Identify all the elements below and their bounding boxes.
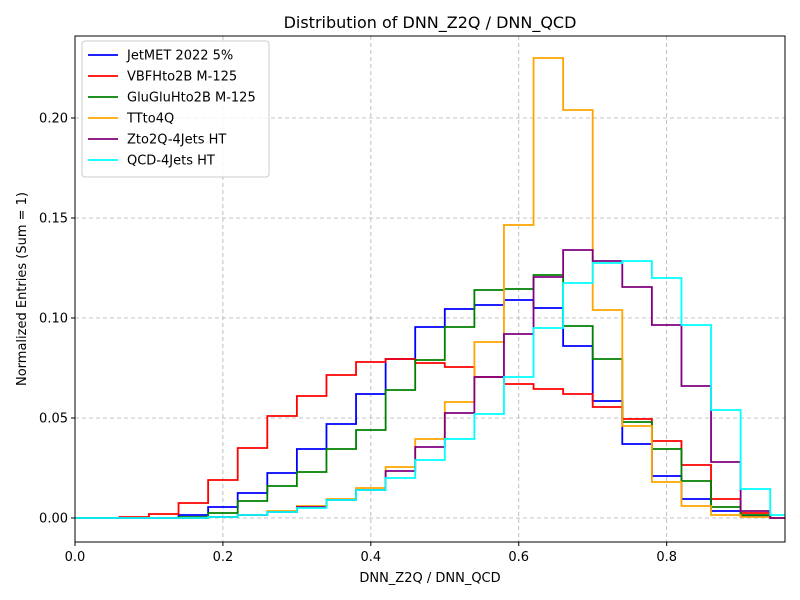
- axis-ticks: 0.0 0.2 0.4 0.6 0.8 0.00 0.05 0.10 0.15 0.20: [39, 112, 677, 566]
- x-tick-label: 0.2: [213, 550, 234, 565]
- legend-label: QCD-4Jets HT: [127, 154, 215, 169]
- histogram-series: [75, 57, 785, 519]
- series-line-2: [75, 274, 785, 519]
- chart-title: Distribution of DNN_Z2Q / DNN_QCD: [284, 13, 577, 33]
- y-tick-label: 0.20: [39, 112, 68, 127]
- legend-box: [81, 40, 270, 178]
- y-tick-label: 0.15: [39, 212, 68, 227]
- y-tick-label: 0.05: [39, 412, 68, 427]
- y-tick-label: 0.10: [39, 312, 68, 327]
- x-axis-label: DNN_Z2Q / DNN_QCD: [359, 571, 500, 586]
- legend-label: GluGluHto2B M-125: [127, 91, 256, 106]
- x-tick-label: 0.4: [360, 550, 381, 565]
- y-tick-label: 0.00: [39, 512, 68, 527]
- legend-label: VBFHto2B M-125: [127, 70, 237, 85]
- series-line-1: [75, 358, 785, 519]
- legend: JetMET 2022 5% VBFHto2B M-125 GluGluHto2B …: [81, 40, 270, 178]
- y-axis-label: Normalized Entries (Sum = 1): [15, 192, 30, 386]
- x-tick-label: 0.6: [508, 550, 529, 565]
- legend-label: JetMET 2022 5%: [126, 49, 233, 64]
- x-tick-label: 0.8: [656, 550, 677, 565]
- legend-label: Zto2Q-4Jets HT: [127, 133, 226, 148]
- legend-label: TTto4Q: [126, 112, 174, 127]
- axes-frame: [74, 35, 786, 543]
- series-line-5: [75, 260, 785, 519]
- x-tick-label: 0.0: [65, 550, 86, 565]
